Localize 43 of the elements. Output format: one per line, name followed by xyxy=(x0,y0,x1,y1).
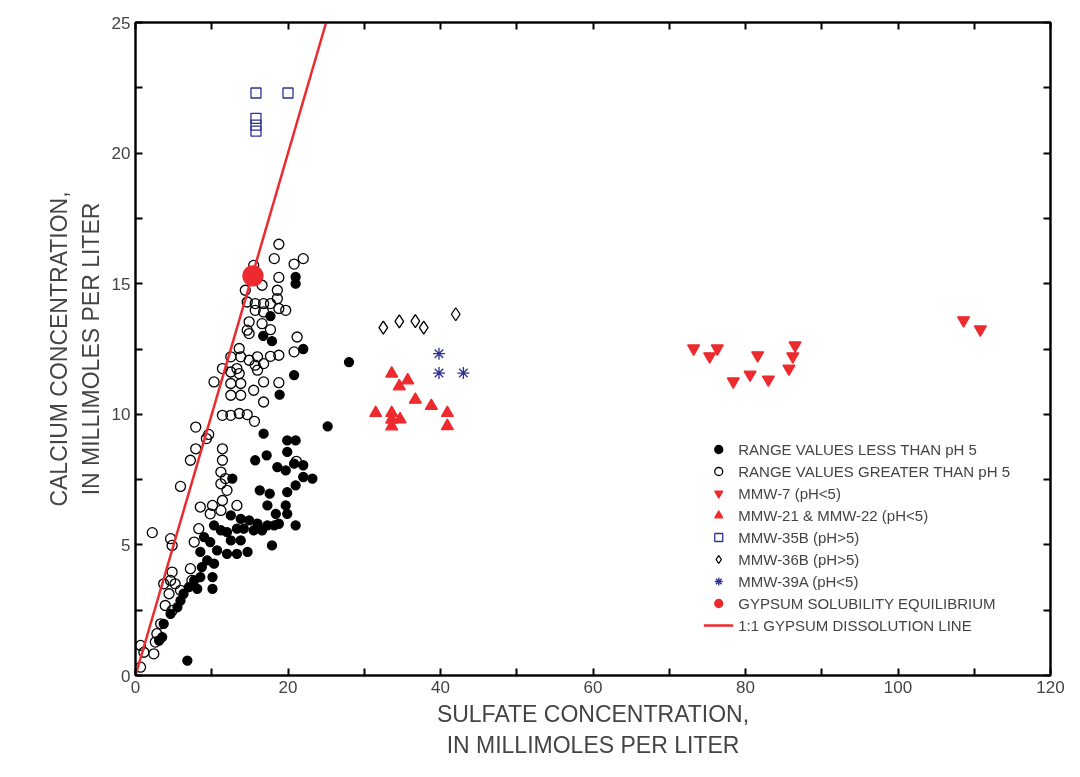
y-tick-label: 10 xyxy=(111,405,131,425)
point xyxy=(424,398,438,411)
point xyxy=(432,366,446,380)
point xyxy=(393,411,407,424)
point xyxy=(432,347,446,361)
x-tick-label: 80 xyxy=(736,677,755,697)
legend-label: GYPSUM SOLUBILITY EQUILIBRIUM xyxy=(738,593,996,613)
legend-label: MMW-39A (pH<5) xyxy=(738,571,859,591)
point xyxy=(385,365,399,378)
y-tick-label: 5 xyxy=(121,535,131,555)
point xyxy=(250,125,262,137)
y-tick-label: 20 xyxy=(111,144,131,164)
y-tick-label: 25 xyxy=(111,13,131,33)
x-tick-label: 100 xyxy=(883,677,913,697)
point xyxy=(450,307,461,322)
point xyxy=(378,320,389,335)
point xyxy=(456,366,471,380)
point xyxy=(250,112,262,125)
point xyxy=(394,314,405,329)
point xyxy=(392,378,406,391)
legend-label: RANGE VALUES GREATER THAN pH 5 xyxy=(738,461,1010,481)
point xyxy=(440,405,455,418)
x-tick-label: 20 xyxy=(278,677,298,697)
point xyxy=(250,119,262,131)
x-tick-label: 120 xyxy=(1036,677,1065,697)
legend-label: MMW-35B (pH>5) xyxy=(738,527,860,547)
x-tick-label: 60 xyxy=(583,677,603,697)
point xyxy=(418,320,429,335)
point xyxy=(282,87,294,99)
legend-label: RANGE VALUES LESS THAN pH 5 xyxy=(738,439,977,459)
legend-label: 1:1 GYPSUM DISSOLUTION LINE xyxy=(738,615,972,635)
point xyxy=(408,392,422,404)
point xyxy=(401,372,415,385)
point xyxy=(440,418,455,431)
point xyxy=(369,405,383,418)
legend-label: MMW-36B (pH>5) xyxy=(738,549,860,569)
x-tick-label: 40 xyxy=(431,677,450,697)
point xyxy=(250,87,262,99)
legend-label: MMW-21 & MMW-22 (pH<5) xyxy=(738,505,929,525)
x-axis-title: SULFATE CONCENTRATION, IN MILLIMOLES PER LITER xyxy=(436,700,750,758)
y-tick-label: 15 xyxy=(111,274,131,294)
legend-label: MMW-7 (pH<5) xyxy=(738,483,841,503)
y-axis-title: CALCIUM CONCENTRATION, IN MILLIMOLES PER LITER xyxy=(46,191,104,507)
